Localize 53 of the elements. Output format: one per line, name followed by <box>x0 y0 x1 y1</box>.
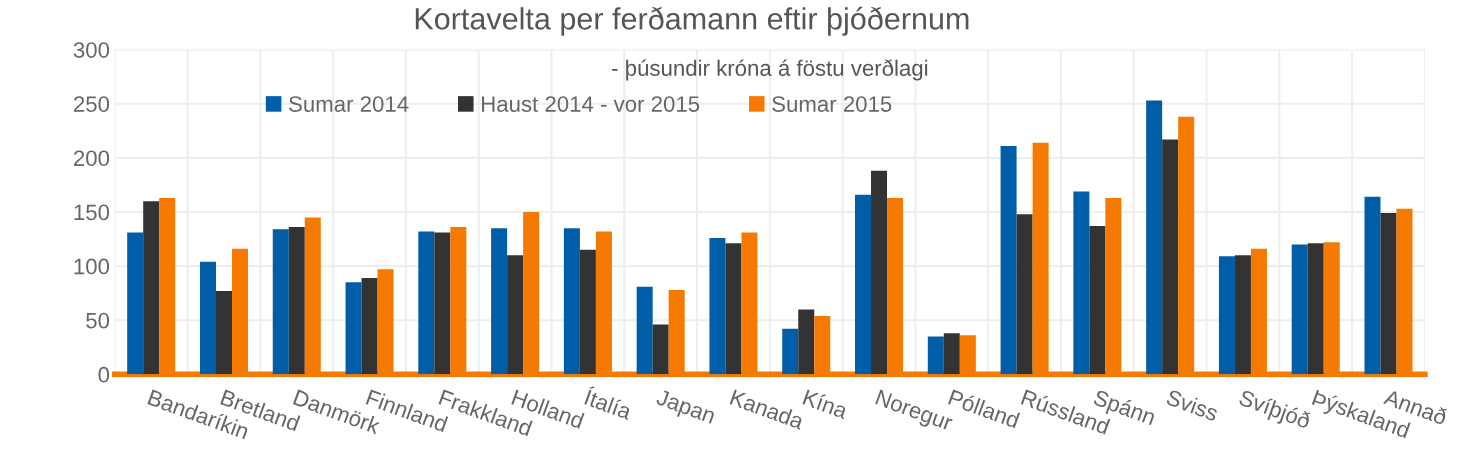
bar <box>871 170 888 375</box>
bar <box>418 231 435 375</box>
bar <box>855 194 872 375</box>
y-tick-label: 150 <box>74 204 110 221</box>
legend-label: Haust 2014 - vor 2015 <box>482 96 700 112</box>
bar <box>709 237 726 375</box>
bar <box>272 229 289 375</box>
bar <box>652 324 669 375</box>
bar <box>1146 100 1163 375</box>
bar <box>1073 191 1090 375</box>
bar <box>1380 213 1397 375</box>
bar <box>345 282 362 375</box>
y-tick-label: 200 <box>74 150 110 167</box>
bar <box>491 228 508 375</box>
bar <box>927 336 944 375</box>
bar <box>1000 145 1017 375</box>
bar <box>782 328 799 375</box>
bar <box>1364 196 1381 375</box>
bar <box>1307 243 1324 375</box>
y-tick-label: 0 <box>98 366 110 383</box>
bar <box>725 243 742 375</box>
bar <box>507 255 524 375</box>
bar <box>199 261 216 375</box>
x-tick-label: Japan <box>653 389 716 428</box>
bar <box>1218 256 1235 375</box>
bar <box>288 227 305 375</box>
bar <box>434 232 451 375</box>
bar <box>1234 255 1251 375</box>
bar <box>215 290 232 375</box>
bar <box>1162 139 1179 375</box>
x-tick-label: Ítalía <box>583 385 635 421</box>
y-tick-label: 250 <box>74 96 110 112</box>
bar <box>798 309 815 375</box>
y-tick-label: 50 <box>86 312 110 329</box>
bar <box>143 201 160 375</box>
legend-label: Sumar 2014 <box>289 96 409 112</box>
x-tick-label: Svíþjóð <box>1236 388 1312 434</box>
bar <box>943 333 960 375</box>
bar <box>579 249 596 375</box>
bar <box>563 228 580 375</box>
bar <box>1291 244 1308 375</box>
chart-title: Kortavelta per ferðamann eftir þjóðernum <box>415 6 969 36</box>
bar <box>361 278 378 375</box>
y-tick-label: 300 <box>73 42 110 58</box>
bar <box>636 286 653 375</box>
y-tick-label: 100 <box>74 258 110 275</box>
bar <box>1089 226 1106 375</box>
legend-label: Sumar 2015 <box>772 96 892 112</box>
chart-subtitle: - þúsundir króna á föstu verðlagi <box>612 59 928 81</box>
bar <box>127 232 144 375</box>
x-tick-label: Sviss <box>1165 388 1220 422</box>
x-tick-label: Kína <box>802 388 850 420</box>
bar <box>1016 214 1033 375</box>
